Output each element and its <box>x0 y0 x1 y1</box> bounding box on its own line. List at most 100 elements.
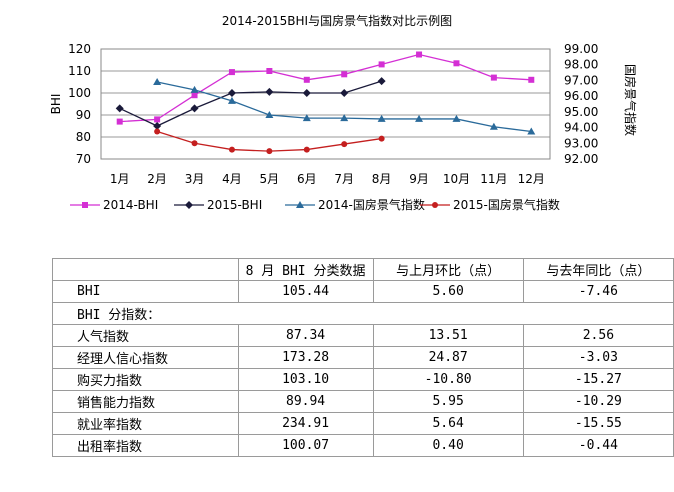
table-row: 经理人信心指数 173.28 24.87 -3.03 <box>52 346 674 369</box>
data-point <box>115 104 124 113</box>
bhi-comparison-chart: 2014-2015BHI与国房景气指数对比示例图 70 80 90 100 110 120… <box>49 13 638 212</box>
data-point <box>415 114 424 122</box>
table-cell: -3.03 <box>522 346 674 369</box>
y2-tick-label: 98.00 <box>564 58 598 72</box>
data-point <box>228 146 235 153</box>
table-cell: -10.80 <box>372 368 524 391</box>
table-row: 人气指数 87.34 13.51 2.56 <box>52 324 674 347</box>
table-cell: -15.27 <box>522 368 674 391</box>
y2-tick-label: 93.00 <box>564 136 598 150</box>
data-point <box>153 78 162 85</box>
table-row: 就业率指数 234.91 5.64 -15.55 <box>52 412 674 435</box>
data-point <box>416 51 423 58</box>
data-point <box>227 96 236 104</box>
series-line <box>119 53 532 123</box>
table-cell: 0.40 <box>372 434 524 457</box>
table-header-cell: 8 月 BHI 分类数据 <box>237 258 374 281</box>
x-tick-label: 11月 <box>480 172 507 186</box>
x-tick-label: 6月 <box>297 172 317 186</box>
y-tick-label: 80 <box>76 130 91 144</box>
data-point <box>341 71 348 78</box>
y2-axis-label: 国房景气指数 <box>623 64 638 136</box>
data-point <box>340 114 349 122</box>
x-tick-label: 10月 <box>443 172 470 186</box>
y-tick-label: 120 <box>68 42 91 56</box>
data-point <box>185 201 193 209</box>
series-line <box>119 80 382 127</box>
data-point <box>191 140 198 147</box>
chart-series <box>115 51 536 155</box>
table-cell: 103.10 <box>237 368 374 391</box>
series-2014-BHI <box>116 51 535 125</box>
y-tick-label: 70 <box>76 152 91 166</box>
table-cell: -10.29 <box>522 390 674 413</box>
y-axis-label: BHI <box>49 94 63 115</box>
data-point <box>378 135 385 142</box>
data-point <box>452 114 461 122</box>
table-cell: 24.87 <box>372 346 524 369</box>
data-point <box>303 76 310 83</box>
table-row: 出租率指数 100.07 0.40 -0.44 <box>52 434 674 457</box>
x-tick-label: 1月 <box>110 172 130 186</box>
data-point <box>191 92 198 99</box>
y-tick-label: 100 <box>68 86 91 100</box>
x-tick-label: 4月 <box>222 172 242 186</box>
y2-tick-label: 96.00 <box>564 89 598 103</box>
table-cell: 经理人信心指数 <box>52 346 239 369</box>
table-cell: 2.56 <box>522 324 674 347</box>
y-tick-label: 110 <box>68 64 91 78</box>
series-2014-国房景气指数 <box>153 78 536 135</box>
data-point <box>190 85 199 93</box>
data-point <box>528 76 535 83</box>
series-2015-BHI <box>115 77 386 130</box>
data-point <box>377 114 386 122</box>
legend-label: 2014-BHI <box>103 198 158 212</box>
data-point <box>82 202 88 208</box>
y2-tick-label: 92.00 <box>564 152 598 166</box>
x-axis-ticks: 1月 2月 3月 4月 5月 6月 7月 8月 9月 10月 11月 12月 <box>110 172 545 186</box>
x-tick-label: 5月 <box>260 172 280 186</box>
x-tick-label: 12月 <box>518 172 545 186</box>
data-point <box>296 201 304 208</box>
plot-area <box>100 48 551 160</box>
legend-label: 2014-国房景气指数 <box>318 197 425 212</box>
x-tick-label: 3月 <box>185 172 205 186</box>
table-cell: 87.34 <box>237 324 374 347</box>
data-point <box>303 146 310 153</box>
table-row: 购买力指数 103.10 -10.80 -15.27 <box>52 368 674 391</box>
data-point <box>227 89 236 97</box>
data-point <box>302 114 311 122</box>
table-cell: 出租率指数 <box>52 434 239 457</box>
table-row: BHI 105.44 5.60 -7.46 <box>52 280 674 303</box>
data-point <box>453 60 460 67</box>
table-cell: 5.64 <box>372 412 524 435</box>
bhi-data-table: 8 月 BHI 分类数据 与上月环比（点） 与去年同比（点） BHI 105.4… <box>52 258 674 457</box>
data-point <box>266 148 273 155</box>
table-cell: 人气指数 <box>52 324 239 347</box>
table-cell: 173.28 <box>237 346 374 369</box>
series-2015-国房景气指数 <box>154 128 385 155</box>
x-tick-label: 7月 <box>334 172 354 186</box>
left-axis-ticks: 70 80 90 100 110 120 <box>68 42 91 166</box>
table-row: 销售能力指数 89.94 5.95 -10.29 <box>52 390 674 413</box>
chart-grid <box>101 70 550 138</box>
chart-title: 2014-2015BHI与国房景气指数对比示例图 <box>222 13 452 28</box>
data-point <box>340 89 349 97</box>
data-point <box>265 111 274 118</box>
table-cell: BHI <box>52 280 239 303</box>
table-cell: 105.44 <box>237 280 374 303</box>
data-point <box>190 104 199 113</box>
table-cell: 13.51 <box>372 324 524 347</box>
table-header-cell <box>52 258 239 281</box>
data-point <box>302 89 311 97</box>
table-cell: 5.95 <box>372 390 524 413</box>
data-point <box>378 61 385 68</box>
table-cell: 5.60 <box>372 280 524 303</box>
data-point <box>490 74 497 81</box>
y2-tick-label: 99.00 <box>564 42 598 56</box>
y2-tick-label: 94.00 <box>564 121 598 135</box>
table-header-cell: 与去年同比（点） <box>522 258 674 281</box>
y-tick-label: 90 <box>76 108 91 122</box>
y2-tick-label: 97.00 <box>564 73 598 87</box>
data-point <box>116 118 123 125</box>
